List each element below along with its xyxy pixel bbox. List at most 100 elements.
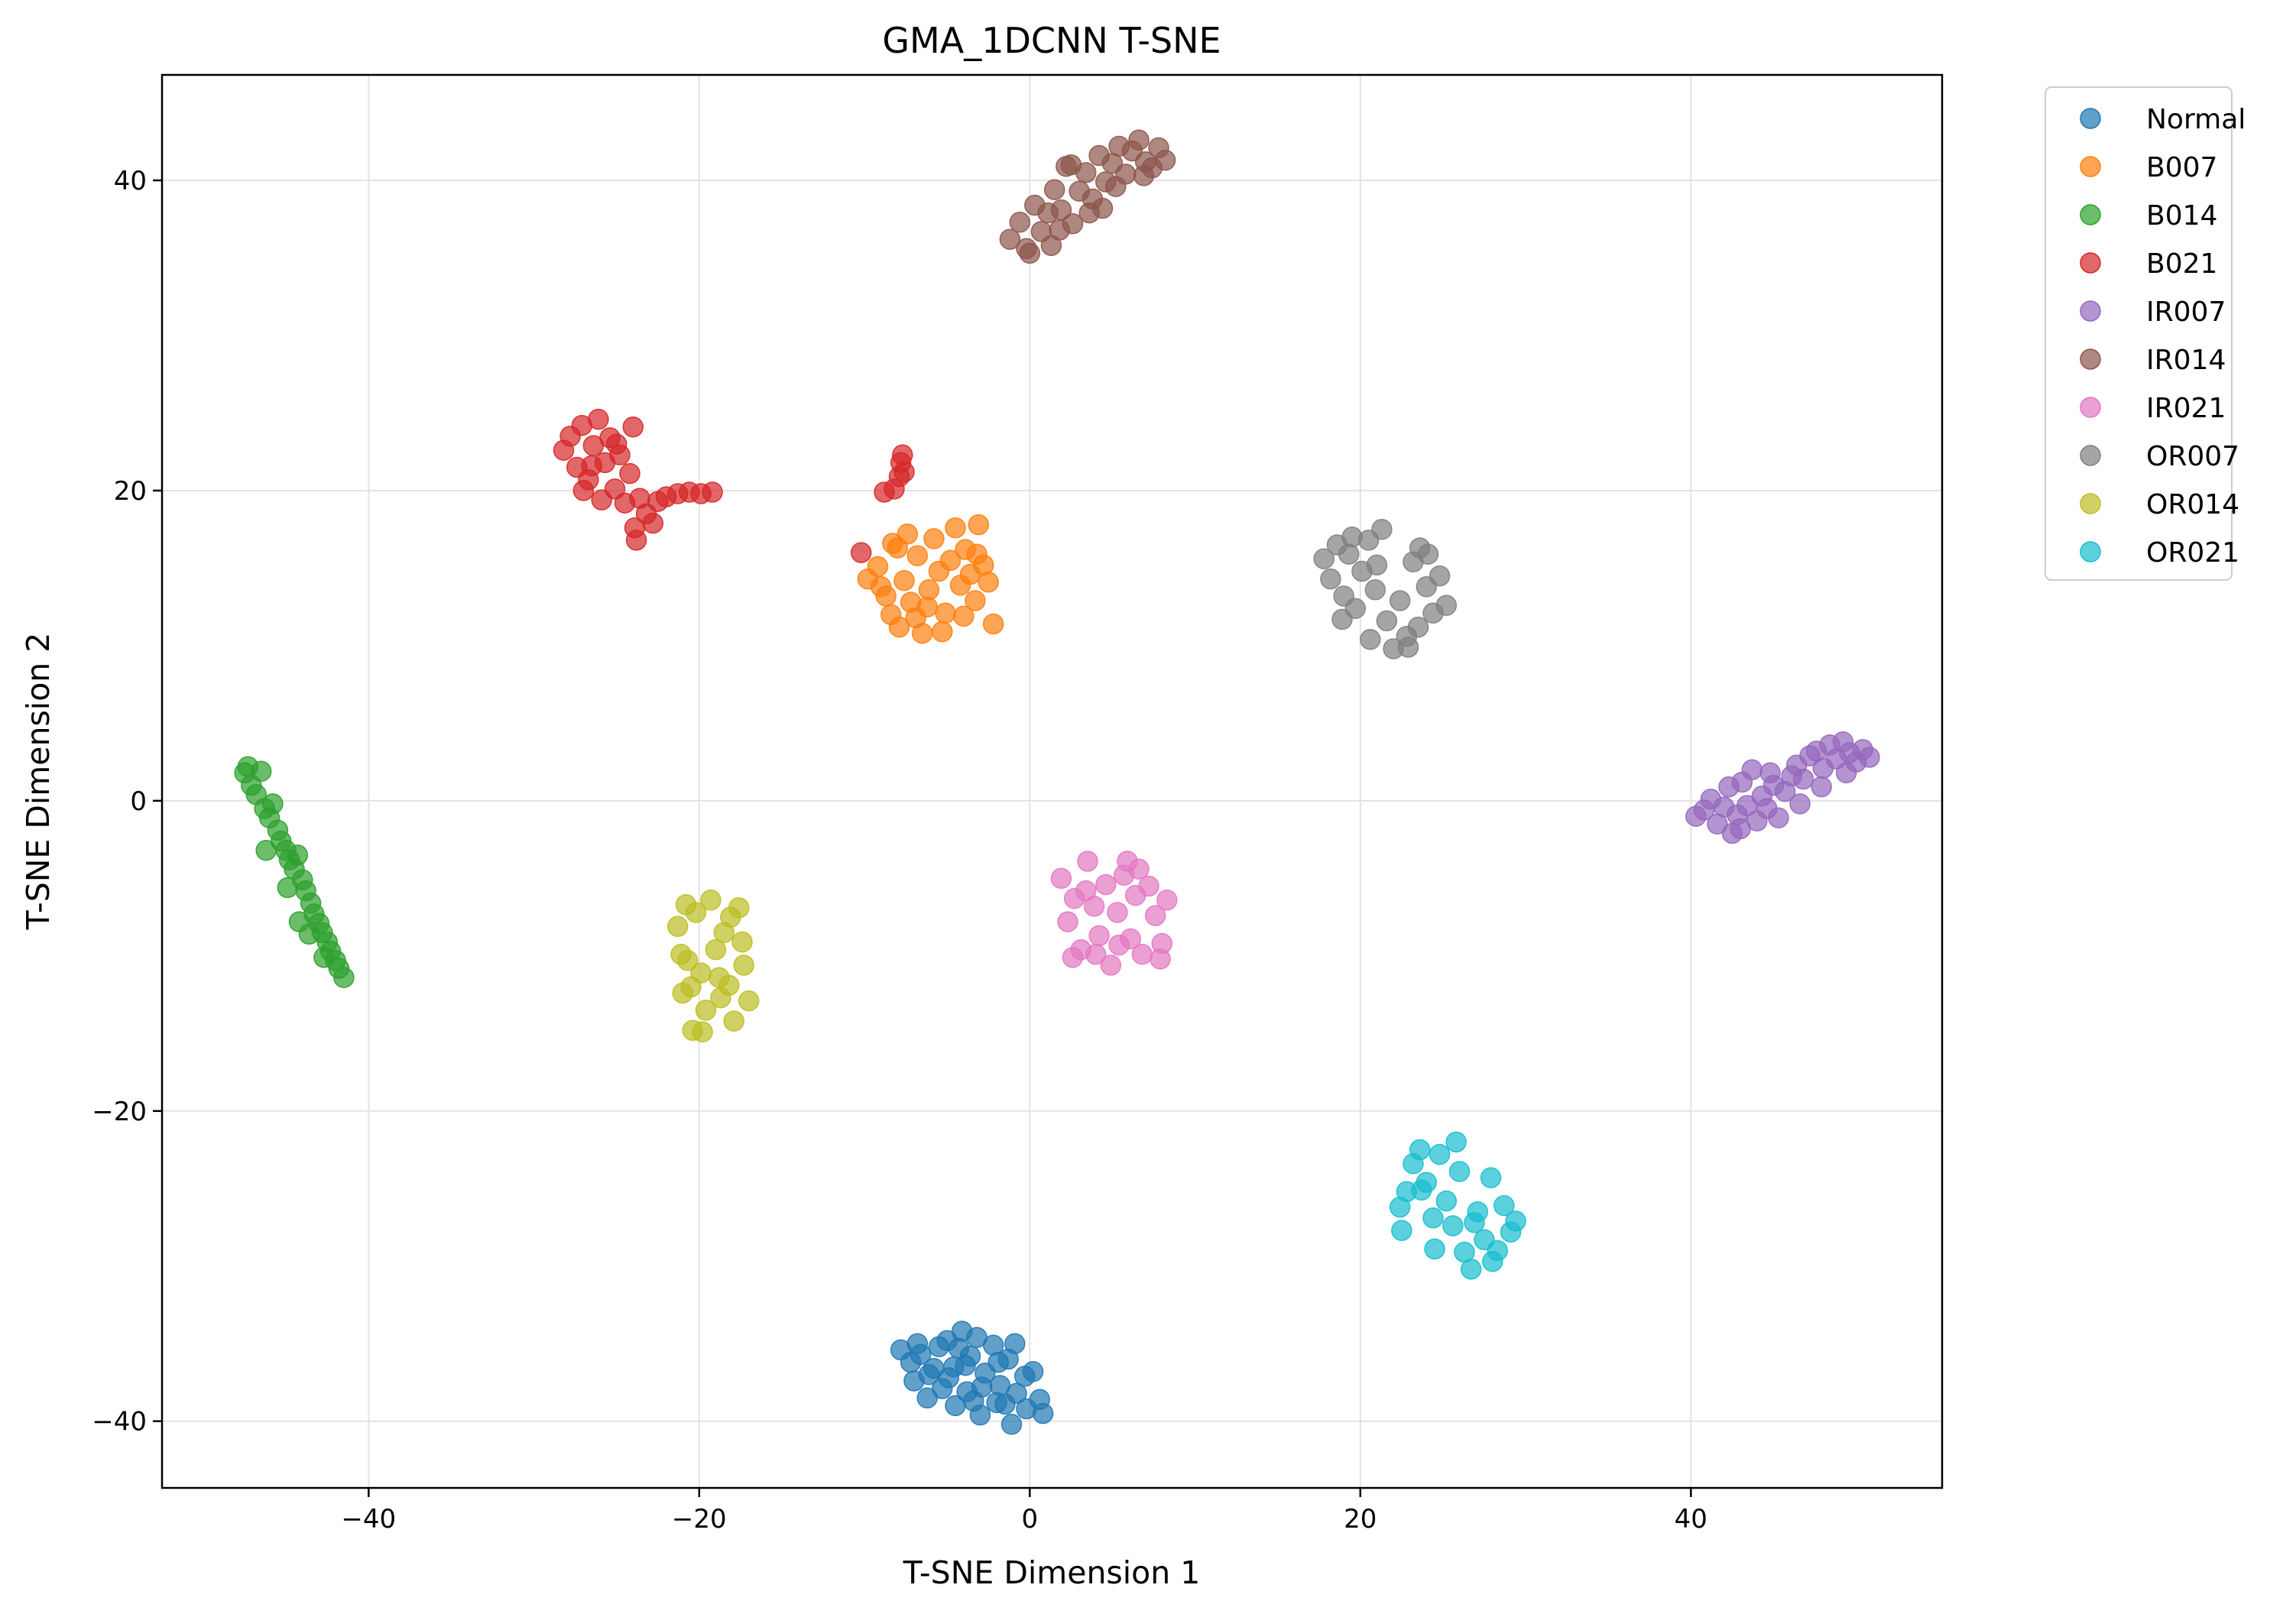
- data-point: [738, 990, 760, 1012]
- data-point: [870, 576, 892, 598]
- data-point: [1493, 1194, 1515, 1217]
- data-point: [1424, 1238, 1445, 1260]
- data-point: [938, 1367, 960, 1389]
- legend-marker: [2080, 300, 2101, 322]
- data-point: [1331, 608, 1353, 630]
- data-point: [1043, 179, 1065, 200]
- series-or021: [1389, 1131, 1526, 1280]
- data-point: [1144, 905, 1166, 926]
- data-point: [1156, 890, 1178, 911]
- legend-label: IR021: [2146, 393, 2226, 424]
- data-point: [1085, 944, 1107, 965]
- data-point: [906, 545, 929, 566]
- data-point: [1091, 197, 1114, 219]
- data-point: [953, 605, 975, 627]
- data-point: [1138, 875, 1159, 897]
- data-point: [963, 1390, 984, 1412]
- legend-label: IR014: [2146, 345, 2226, 376]
- data-point: [994, 1393, 1016, 1415]
- series-or007: [1313, 518, 1458, 660]
- data-point: [1128, 858, 1150, 880]
- legend-marker: [2080, 156, 2101, 177]
- data-point: [965, 590, 986, 611]
- data-point: [262, 793, 284, 815]
- data-point: [1422, 1207, 1444, 1229]
- x-tick-label: 20: [1344, 1504, 1377, 1535]
- data-point: [1429, 1143, 1451, 1165]
- data-point: [572, 480, 595, 501]
- legend-label: OR021: [2146, 537, 2239, 569]
- data-point: [1792, 768, 1814, 790]
- data-point: [680, 976, 702, 998]
- data-point: [1789, 793, 1811, 815]
- data-point: [702, 481, 723, 503]
- x-tick-label: 40: [1675, 1504, 1707, 1535]
- data-point: [1313, 548, 1334, 569]
- data-point: [1464, 1212, 1485, 1233]
- data-point: [237, 756, 259, 777]
- data-point: [945, 1395, 966, 1417]
- data-point: [333, 967, 355, 988]
- data-point: [642, 512, 664, 534]
- data-point: [255, 840, 277, 861]
- data-point: [709, 967, 730, 988]
- data-point: [906, 1333, 929, 1354]
- data-point: [1022, 1361, 1044, 1382]
- series-or014: [666, 890, 760, 1043]
- data-point: [666, 916, 689, 938]
- data-point: [1376, 610, 1398, 632]
- data-point: [931, 621, 953, 643]
- data-point: [1741, 759, 1763, 781]
- data-point: [1108, 934, 1130, 956]
- data-point: [1131, 944, 1153, 965]
- data-point: [1128, 129, 1150, 151]
- legend-marker: [2080, 204, 2101, 225]
- data-point: [1389, 590, 1411, 611]
- data-point: [1062, 947, 1084, 968]
- series-b014: [234, 756, 355, 988]
- x-axis-label: T-SNE Dimension 1: [903, 1554, 1201, 1591]
- data-point: [1100, 954, 1122, 976]
- axis-ticks: −40 −20 0 20 40 −40 −20 0 20 40: [92, 166, 1707, 1535]
- y-tick-label: 40: [114, 166, 147, 196]
- x-tick-label: −20: [672, 1504, 727, 1535]
- data-point: [1445, 1131, 1467, 1153]
- data-point: [625, 530, 647, 551]
- data-point: [897, 523, 919, 545]
- data-point: [1150, 948, 1171, 970]
- data-point: [1759, 762, 1781, 784]
- series-ir021: [1050, 851, 1178, 976]
- data-point: [1000, 1414, 1023, 1435]
- series-ir014: [999, 129, 1176, 264]
- legend-marker: [2080, 252, 2101, 274]
- data-point: [731, 931, 753, 953]
- data-point: [723, 1010, 744, 1032]
- data-point: [867, 556, 889, 578]
- data-point: [1435, 595, 1458, 616]
- data-point: [939, 549, 962, 572]
- x-tick-label: −40: [341, 1504, 396, 1535]
- data-point: [1835, 762, 1857, 784]
- data-point: [1371, 518, 1393, 540]
- legend-label: B021: [2146, 248, 2217, 280]
- data-point: [720, 906, 741, 928]
- plot-area-frame: [161, 73, 1944, 1489]
- data-point: [1050, 867, 1072, 890]
- data-point: [1040, 235, 1062, 257]
- data-point: [880, 604, 902, 626]
- data-point: [1768, 807, 1789, 828]
- data-point: [288, 911, 310, 932]
- data-point: [1435, 1190, 1458, 1212]
- data-point: [945, 517, 966, 539]
- y-tick-label: 0: [130, 786, 147, 817]
- legend-label: B007: [2146, 152, 2217, 183]
- data-point: [588, 408, 609, 430]
- data-point: [982, 613, 1004, 635]
- data-point: [1105, 176, 1127, 197]
- data-point: [903, 1370, 925, 1392]
- data-point: [1411, 1179, 1432, 1201]
- data-point: [695, 1000, 717, 1021]
- data-point: [948, 1337, 970, 1360]
